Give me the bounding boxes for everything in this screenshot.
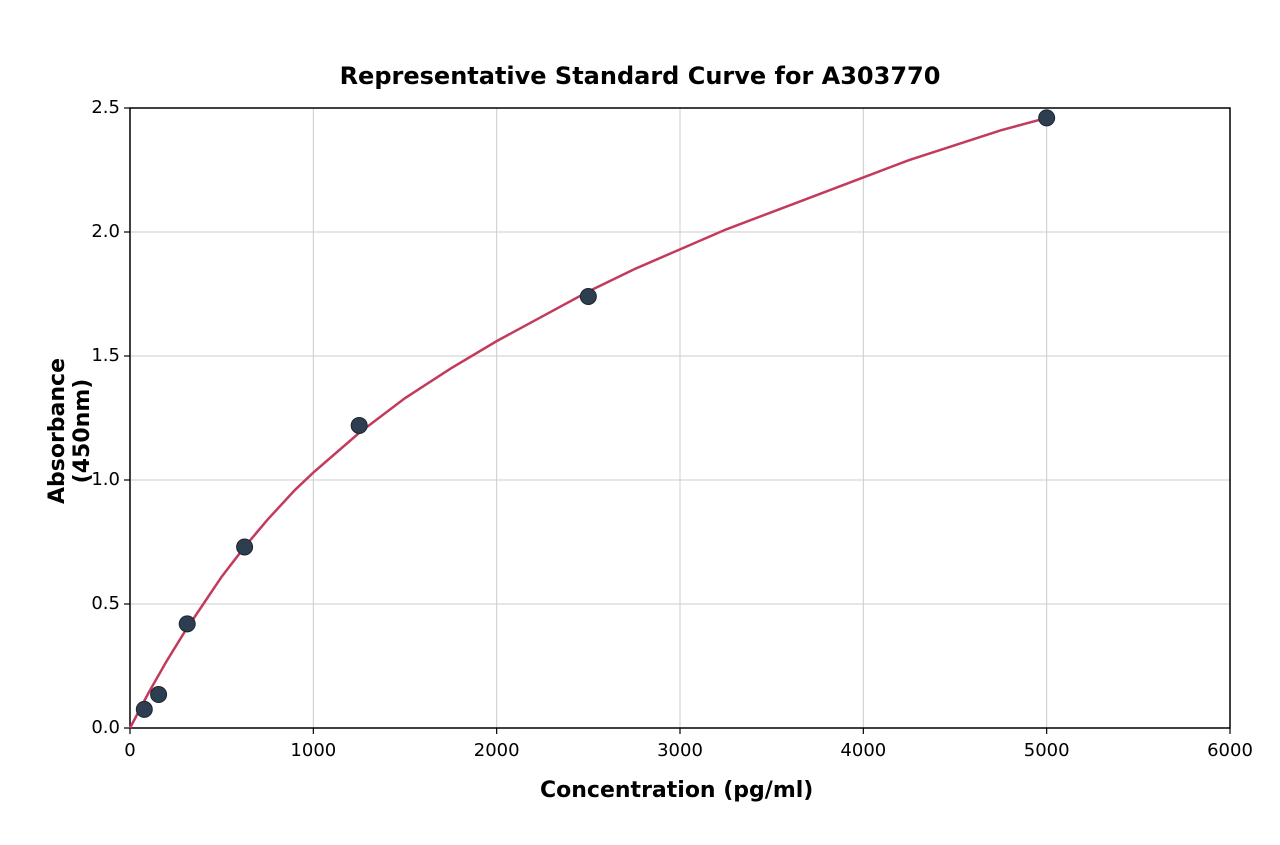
data-point bbox=[136, 701, 152, 717]
data-point bbox=[580, 288, 596, 304]
x-tick-label: 0 bbox=[100, 740, 160, 761]
y-axis-label: Absorbance (450nm) bbox=[45, 306, 95, 556]
y-tick-label: 1.5 bbox=[75, 345, 120, 366]
data-point bbox=[151, 687, 167, 703]
x-tick-label: 6000 bbox=[1200, 740, 1260, 761]
y-tick-label: 2.0 bbox=[75, 221, 120, 242]
data-point bbox=[351, 417, 367, 433]
x-axis-label: Concentration (pg/ml) bbox=[540, 778, 813, 803]
data-point bbox=[179, 616, 195, 632]
x-tick-label: 2000 bbox=[467, 740, 527, 761]
chart-container: Representative Standard Curve for A30377… bbox=[0, 0, 1280, 845]
x-tick-label: 3000 bbox=[650, 740, 710, 761]
y-tick-label: 1.0 bbox=[75, 469, 120, 490]
y-tick-label: 2.5 bbox=[75, 97, 120, 118]
x-tick-label: 1000 bbox=[283, 740, 343, 761]
chart-title: Representative Standard Curve for A30377… bbox=[0, 62, 1280, 90]
y-tick-label: 0.5 bbox=[75, 593, 120, 614]
y-tick-label: 0.0 bbox=[75, 717, 120, 738]
data-point bbox=[1039, 110, 1055, 126]
data-point bbox=[237, 539, 253, 555]
x-tick-label: 4000 bbox=[833, 740, 893, 761]
x-tick-label: 5000 bbox=[1017, 740, 1077, 761]
chart-svg bbox=[0, 0, 1280, 845]
